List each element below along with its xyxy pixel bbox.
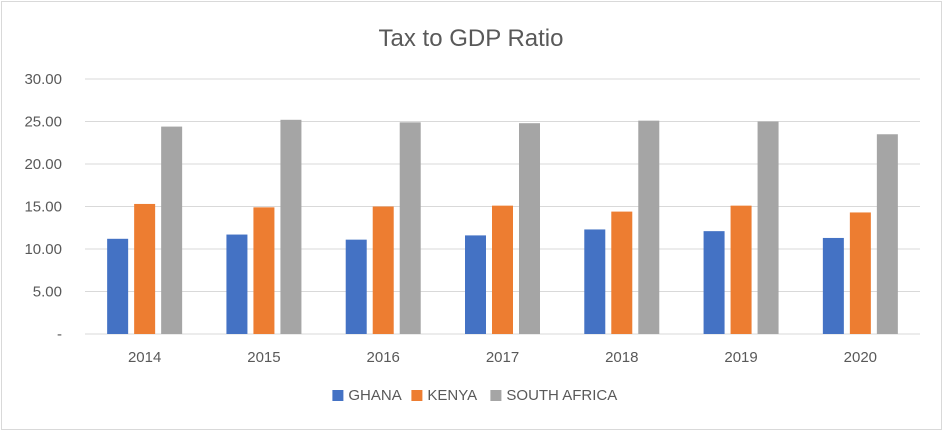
legend: GHANA KENYA SOUTH AFRICA	[332, 387, 617, 404]
bar-south-africa-2019	[757, 121, 779, 334]
bar-kenya-2016	[372, 206, 394, 334]
bar-south-africa-2015	[280, 119, 302, 334]
bar-ghana-2018	[584, 229, 606, 334]
legend-label: KENYA	[427, 387, 477, 404]
y-tick-label: 10.00	[24, 241, 62, 258]
x-tick-label: 2018	[605, 349, 638, 366]
y-tick-label: 30.00	[24, 71, 62, 88]
bar-ghana-2020	[822, 237, 844, 334]
x-axis-ticks: 2014 2015 2016 2017 2018 2019 2020	[128, 349, 877, 366]
x-tick-label: 2016	[367, 349, 400, 366]
bar-kenya-2017	[492, 205, 513, 334]
bar-ghana-2015	[226, 234, 248, 334]
x-tick-label: 2017	[486, 349, 519, 366]
legend-swatch-south-africa	[490, 390, 502, 401]
legend-label: GHANA	[348, 387, 401, 404]
legend-label: SOUTH AFRICA	[506, 387, 617, 404]
bar-south-africa-2016	[399, 122, 421, 334]
chart-title: Tax to GDP Ratio	[379, 25, 564, 52]
x-tick-label: 2014	[128, 349, 161, 366]
y-tick-label: 15.00	[24, 199, 62, 216]
y-tick-label: 20.00	[24, 156, 62, 173]
bars	[107, 119, 898, 335]
bar-kenya-2014	[134, 203, 156, 334]
y-axis-ticks: - 5.00 10.00 15.00 20.00 25.00 30.00	[24, 71, 62, 343]
bar-south-africa-2017	[519, 123, 540, 334]
bar-ghana-2016	[345, 239, 367, 334]
bar-ghana-2019	[703, 231, 725, 334]
y-tick-label: 5.00	[33, 284, 62, 301]
bar-kenya-2020	[849, 212, 871, 334]
bar-kenya-2018	[611, 211, 633, 334]
y-tick-label: -	[57, 326, 62, 343]
bar-south-africa-2020	[876, 134, 898, 334]
x-tick-label: 2015	[247, 349, 280, 366]
legend-swatch-ghana	[332, 390, 344, 401]
bar-ghana-2014	[107, 238, 129, 334]
bar-south-africa-2018	[638, 120, 660, 335]
legend-swatch-kenya	[411, 390, 423, 401]
bar-kenya-2019	[730, 205, 752, 334]
bar-kenya-2015	[253, 207, 275, 334]
x-tick-label: 2020	[844, 349, 877, 366]
y-tick-label: 25.00	[24, 114, 62, 131]
bar-ghana-2017	[465, 235, 486, 334]
x-tick-label: 2019	[724, 349, 757, 366]
bar-south-africa-2014	[161, 126, 183, 334]
